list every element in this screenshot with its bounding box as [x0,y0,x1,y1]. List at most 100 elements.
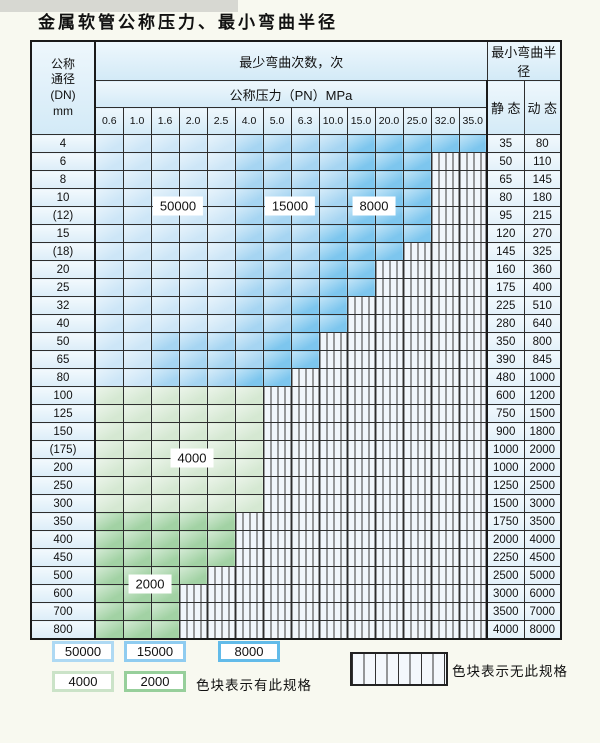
cell-spec-50000 [150,134,180,153]
row-dn-350: 350 1750 3500 [30,512,562,531]
cell-spec-50000 [178,296,208,315]
dynamic-radius-value: 8000 [523,620,562,640]
dn-value: 350 [30,512,96,531]
cell-no-spec [402,368,432,387]
dn-header: 公称 通径 (DN) mm [30,40,96,135]
static-radius-value: 35 [486,134,525,153]
row-dn-(18): (18) 145 325 [30,242,562,261]
cell-spec-15000 [234,188,264,207]
static-radius-value: 4000 [486,620,525,640]
cell-spec-50000 [122,368,152,387]
cell-spec-15000 [262,134,292,153]
cell-spec-8000 [402,152,432,171]
cell-spec-50000 [206,278,236,297]
cell-spec-50000 [94,278,124,297]
cell-spec-8000 [374,170,404,189]
cell-no-spec [346,566,376,585]
cell-spec-50000 [94,242,124,261]
dynamic-radius-value: 215 [523,206,562,225]
cell-spec-4000 [206,494,236,513]
cell-spec-50000 [178,170,208,189]
dn-header-line: (DN) [50,88,76,102]
zone-label-8000: 8000 [352,196,396,216]
cell-spec-50000 [150,260,180,279]
cell-no-spec [290,602,320,621]
dynamic-radius-value: 400 [523,278,562,297]
cell-no-spec [430,224,460,243]
cell-spec-50000 [206,224,236,243]
cell-spec-15000 [262,170,292,189]
cell-spec-15000 [150,368,180,387]
cell-no-spec [458,224,488,243]
dynamic-radius-value: 145 [523,170,562,189]
cell-spec-8000 [346,278,376,297]
cell-spec-4000 [94,386,124,405]
cell-spec-2000 [178,566,208,585]
cell-no-spec [318,530,348,549]
cell-spec-50000 [150,314,180,333]
static-radius-value: 1500 [486,494,525,513]
cell-spec-4000 [178,476,208,495]
dn-value: 450 [30,548,96,567]
legend-hatch-swatch [350,652,448,686]
legend-swatch-8000: 8000 [218,641,280,662]
cell-no-spec [234,530,264,549]
cell-spec-50000 [206,242,236,261]
legend-swatch-15000: 15000 [124,641,186,662]
row-dn-50: 50 350 800 [30,332,562,351]
cell-no-spec [262,566,292,585]
cell-no-spec [262,476,292,495]
cell-spec-15000 [178,332,208,351]
cell-no-spec [430,494,460,513]
static-radius-value: 2500 [486,566,525,585]
cell-spec-50000 [206,170,236,189]
cell-spec-15000 [262,152,292,171]
cell-spec-2000 [150,530,180,549]
cell-spec-50000 [122,242,152,261]
cell-no-spec [318,566,348,585]
row-dn-600: 600 3000 6000 [30,584,562,603]
cell-no-spec [206,620,236,640]
cell-spec-2000 [178,548,208,567]
cell-spec-15000 [262,224,292,243]
dynamic-radius-value: 800 [523,332,562,351]
static-radius-value: 65 [486,170,525,189]
cell-spec-50000 [94,350,124,369]
cell-spec-2000 [94,530,124,549]
row-dn-500: 500 2500 5000 [30,566,562,585]
cell-no-spec [206,584,236,603]
cell-no-spec [430,440,460,459]
cell-spec-4000 [94,458,124,477]
cell-spec-2000 [122,548,152,567]
cell-no-spec [374,332,404,351]
cell-no-spec [458,152,488,171]
cell-spec-8000 [318,224,348,243]
static-radius-value: 480 [486,368,525,387]
cell-spec-8000 [290,314,320,333]
cell-spec-15000 [234,278,264,297]
cell-no-spec [458,494,488,513]
cell-no-spec [430,602,460,621]
cell-spec-50000 [122,206,152,225]
cell-no-spec [458,530,488,549]
dn-value: 400 [30,530,96,549]
cell-no-spec [458,476,488,495]
row-dn-8: 8 65 145 [30,170,562,189]
cell-no-spec [458,584,488,603]
cell-no-spec [402,476,432,495]
cell-no-spec [402,296,432,315]
cell-spec-8000 [402,134,432,153]
dynamic-header: 动 态 [523,80,562,135]
cell-no-spec [262,548,292,567]
cell-spec-2000 [206,530,236,549]
cell-no-spec [262,404,292,423]
cell-no-spec [318,548,348,567]
cell-no-spec [402,278,432,297]
cell-no-spec [402,548,432,567]
cell-spec-8000 [318,260,348,279]
cell-spec-4000 [234,404,264,423]
dynamic-radius-value: 7000 [523,602,562,621]
cell-spec-15000 [234,296,264,315]
cell-spec-4000 [234,440,264,459]
cell-no-spec [430,530,460,549]
